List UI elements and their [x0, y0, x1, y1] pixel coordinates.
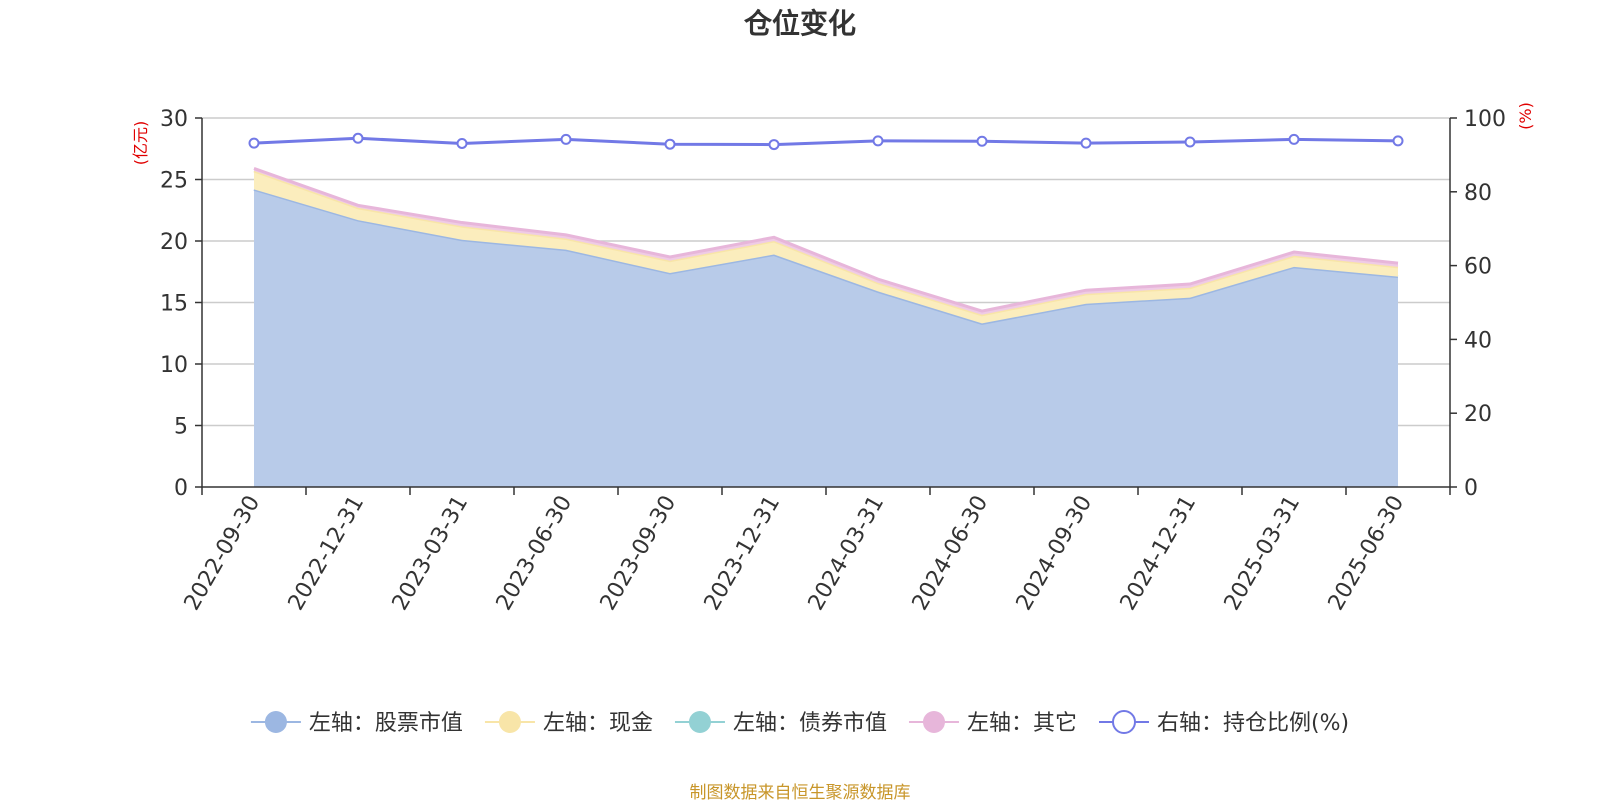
legend-label: 左轴：现金	[543, 711, 653, 736]
x-tick-label: 2022-12-31	[284, 492, 370, 615]
legend-symbol	[264, 711, 287, 733]
ratio-point	[560, 133, 572, 145]
stacked-areas	[253, 167, 1399, 487]
left-tick-label: 20	[160, 230, 188, 255]
ratio-point	[872, 135, 884, 147]
left-tick-label: 30	[160, 107, 188, 132]
legend-label: 左轴：其它	[967, 711, 1077, 736]
area-line-左轴：其它	[253, 167, 1399, 313]
x-tick-label: 2023-03-31	[388, 492, 474, 615]
ratio-point	[768, 139, 780, 151]
legend-label: 右轴：持仓比例(%)	[1157, 711, 1349, 736]
left-tick-label: 10	[160, 353, 188, 378]
ratio-point	[1184, 136, 1196, 148]
right-tick-label: 60	[1464, 255, 1492, 280]
ratio-point	[456, 137, 468, 149]
x-tick-label: 2023-06-30	[492, 492, 578, 615]
right-tick-label: 80	[1464, 181, 1492, 206]
legend-label: 左轴：股票市值	[309, 711, 463, 736]
ratio-point	[1288, 133, 1300, 145]
x-tick-label: 2024-09-30	[1012, 492, 1098, 615]
left-tick-label: 5	[174, 415, 188, 440]
legend-symbol	[1111, 710, 1136, 734]
legend-symbol	[922, 711, 945, 733]
left-tick-label: 15	[160, 292, 188, 317]
x-tick-label: 2023-09-30	[596, 492, 682, 615]
ratio-point	[1392, 135, 1404, 147]
x-tick-label: 2025-06-30	[1324, 492, 1410, 615]
legend-item: 左轴：债券市值	[674, 711, 887, 736]
left-axis-unit: (亿元)	[131, 121, 150, 166]
ratio-point	[248, 137, 260, 149]
legend-label: 左轴：债券市值	[733, 711, 887, 736]
left-tick-label: 0	[174, 476, 188, 501]
right-axis-unit: (%)	[1516, 102, 1535, 130]
x-tick-label: 2024-06-30	[908, 492, 994, 615]
area-line-左轴：股票市值	[253, 187, 1399, 325]
area-左轴：股票市值	[254, 189, 1398, 487]
ratio-point	[352, 132, 364, 144]
right-tick-label: 40	[1464, 328, 1492, 353]
right-tick-label: 0	[1464, 476, 1478, 501]
ratio-point	[1080, 137, 1092, 149]
legend-item: 左轴：股票市值	[250, 711, 463, 736]
legend-item: 左轴：其它	[908, 711, 1077, 736]
x-tick-label: 2024-12-31	[1116, 492, 1202, 615]
x-tick-label: 2023-12-31	[700, 492, 786, 615]
holding-ratio-line	[248, 132, 1404, 151]
right-tick-label: 100	[1464, 107, 1506, 132]
chart-title: 仓位变化	[743, 7, 856, 40]
ratio-point	[664, 138, 676, 150]
ratio-line	[253, 136, 1399, 147]
ratio-point	[976, 135, 988, 147]
legend: 左轴：股票市值 左轴：现金 左轴：债券市值 左轴：其它 右轴：持仓比例(%)	[250, 710, 1349, 736]
x-tick-label: 2022-09-30	[180, 492, 266, 615]
x-tick-label: 2025-03-31	[1220, 492, 1306, 615]
legend-item: 左轴：现金	[484, 711, 653, 736]
legend-symbol	[688, 711, 711, 733]
x-tick-label: 2024-03-31	[804, 492, 890, 615]
legend-symbol	[498, 711, 521, 733]
right-tick-label: 20	[1464, 402, 1492, 427]
legend-item: 右轴：持仓比例(%)	[1098, 710, 1349, 736]
left-tick-label: 25	[160, 169, 188, 194]
data-source-note: 制图数据来自恒生聚源数据库	[689, 783, 911, 803]
